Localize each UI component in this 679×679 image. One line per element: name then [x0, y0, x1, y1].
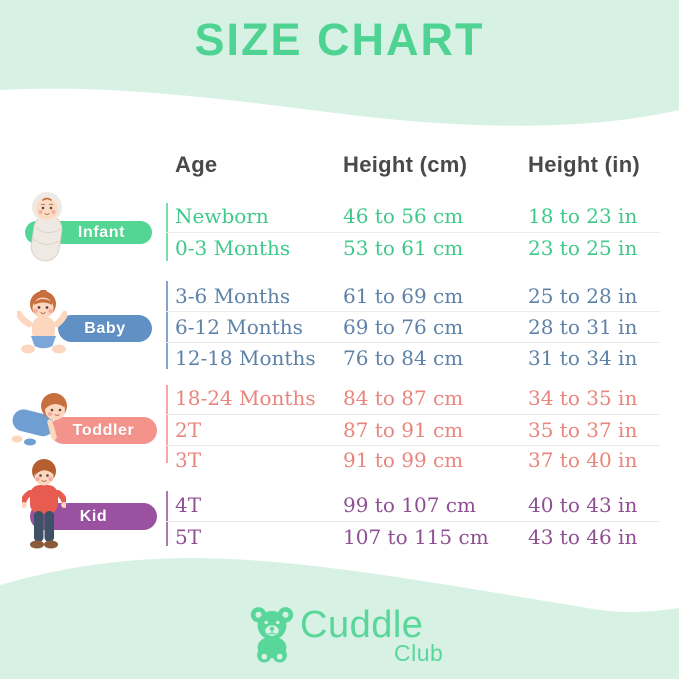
age-cell: 4T — [175, 493, 202, 517]
baby-group-divider — [166, 281, 168, 369]
brand-subname: Club — [394, 640, 444, 666]
row-separator — [166, 445, 660, 446]
height-cm-cell: 99 to 107 cm — [343, 493, 476, 517]
crawling-toddler-illustration — [11, 393, 67, 446]
table-row: 18-24 Months 84 to 87 cm 34 to 35 in — [0, 386, 679, 410]
table-row: Newborn 46 to 56 cm 18 to 23 in — [0, 204, 679, 228]
baby-group-badge: Baby — [58, 315, 152, 342]
height-cm-cell: 69 to 76 cm — [343, 315, 464, 339]
table-row: 5T 107 to 115 cm 43 to 46 in — [0, 525, 679, 549]
row-separator — [166, 521, 660, 522]
table-header-row: Age Height (cm) Height (in) — [0, 152, 679, 180]
height-cm-cell: 107 to 115 cm — [343, 525, 489, 549]
height-in-cell: 34 to 35 in — [528, 386, 638, 410]
height-cm-cell: 76 to 84 cm — [343, 346, 464, 370]
height-cm-cell: 53 to 61 cm — [343, 236, 464, 260]
age-cell: 18-24 Months — [175, 386, 316, 410]
height-in-cell: 28 to 31 in — [528, 315, 638, 339]
table-row: 12-18 Months 76 to 84 cm 31 to 34 in — [0, 346, 679, 370]
toddler-group-badge: Toddler — [50, 417, 157, 444]
height-in-cell: 25 to 28 in — [528, 284, 638, 308]
table-row: 2T 87 to 91 cm 35 to 37 in — [0, 418, 679, 442]
column-header-height-cm: Height (cm) — [343, 152, 468, 177]
age-cell: 6-12 Months — [175, 315, 303, 339]
top-wave-decoration — [0, 0, 679, 126]
teddy-bear-icon — [250, 607, 294, 663]
row-separator — [166, 342, 660, 343]
row-separator — [166, 232, 660, 233]
height-cm-cell: 84 to 87 cm — [343, 386, 464, 410]
sitting-baby-illustration — [17, 290, 67, 354]
table-row: 0-3 Months 53 to 61 cm 23 to 25 in — [0, 236, 679, 260]
height-in-cell: 40 to 43 in — [528, 493, 638, 517]
toddler-group-divider — [166, 385, 168, 463]
table-row: 3-6 Months 61 to 69 cm 25 to 28 in — [0, 284, 679, 308]
column-header-age: Age — [175, 152, 218, 177]
height-in-cell: 43 to 46 in — [528, 525, 638, 549]
column-header-height-in: Height (in) — [528, 152, 641, 177]
height-cm-cell: 46 to 56 cm — [343, 204, 464, 228]
height-cm-cell: 91 to 99 cm — [343, 448, 464, 472]
row-separator — [166, 311, 660, 312]
height-cm-cell: 61 to 69 cm — [343, 284, 464, 308]
age-cell: 0-3 Months — [175, 236, 291, 260]
age-cell: 3T — [175, 448, 202, 472]
row-separator — [166, 414, 660, 415]
kid-group-divider — [166, 491, 168, 546]
height-in-cell: 23 to 25 in — [528, 236, 638, 260]
height-in-cell: 18 to 23 in — [528, 204, 638, 228]
bottom-wave-decoration — [0, 558, 679, 679]
infant-group-label: Infant — [77, 223, 126, 241]
age-cell: Newborn — [175, 204, 269, 228]
height-cm-cell: 87 to 91 cm — [343, 418, 464, 442]
age-cell: 12-18 Months — [175, 346, 316, 370]
kid-group-label: Kid — [79, 507, 108, 525]
height-in-cell: 37 to 40 in — [528, 448, 638, 472]
standing-kid-illustration — [22, 459, 66, 549]
swaddled-infant-illustration — [30, 192, 63, 262]
brand-name: Cuddle — [300, 604, 424, 646]
height-in-cell: 35 to 37 in — [528, 418, 638, 442]
table-row: 3T 91 to 99 cm 37 to 40 in — [0, 448, 679, 472]
toddler-group-label: Toddler — [72, 421, 135, 439]
age-cell: 2T — [175, 418, 202, 442]
table-row: 6-12 Months 69 to 76 cm 28 to 31 in — [0, 315, 679, 339]
age-cell: 3-6 Months — [175, 284, 291, 308]
height-in-cell: 31 to 34 in — [528, 346, 638, 370]
page-title: SIZE CHART — [194, 14, 485, 65]
baby-group-label: Baby — [84, 319, 126, 337]
age-cell: 5T — [175, 525, 202, 549]
table-row: 4T 99 to 107 cm 40 to 43 in — [0, 493, 679, 517]
